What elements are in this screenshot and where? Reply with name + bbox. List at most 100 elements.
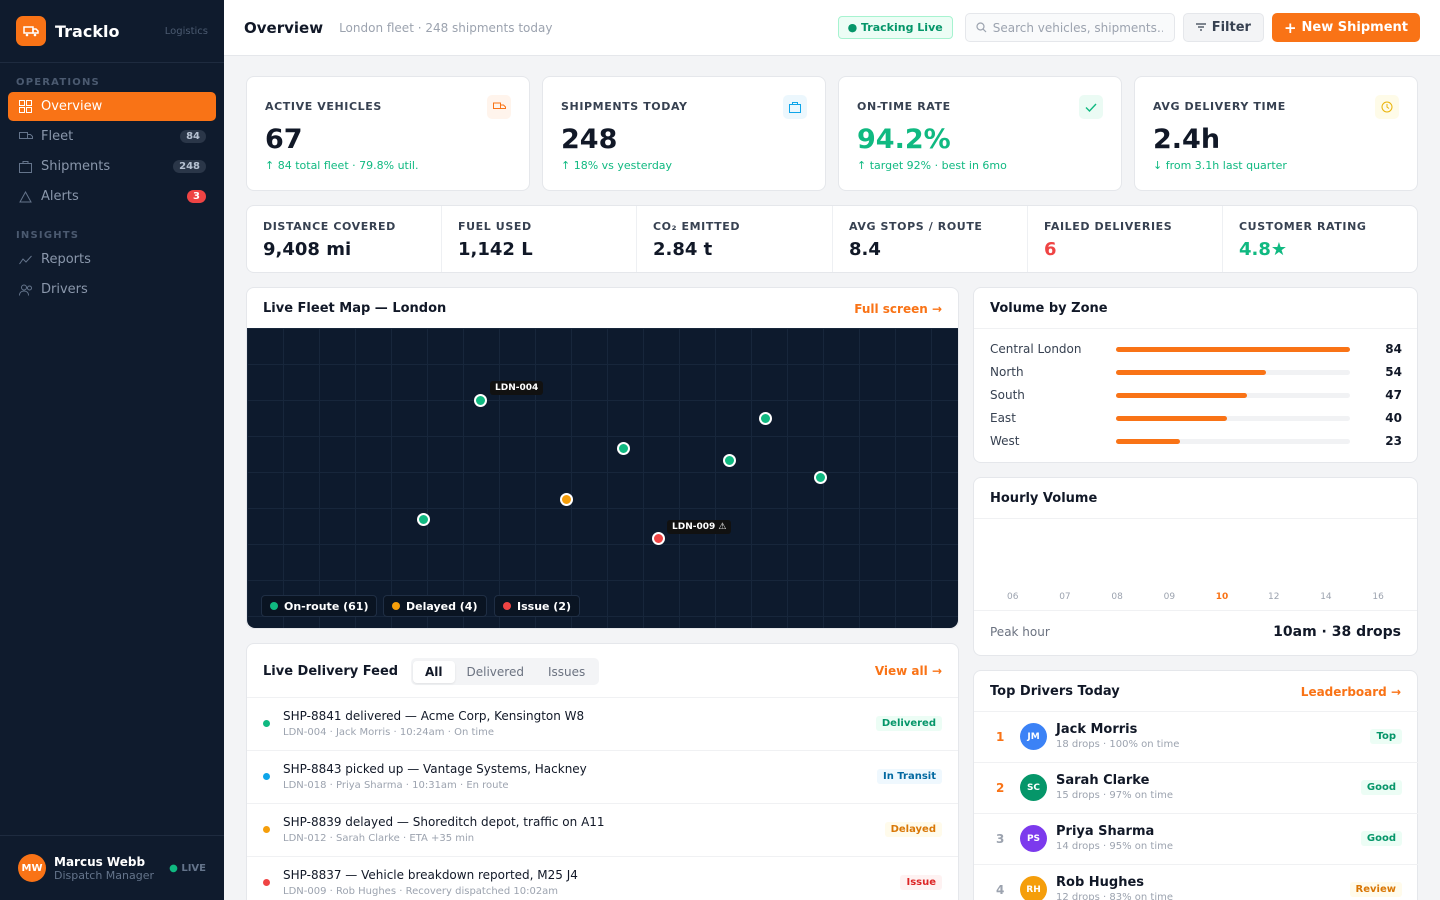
view-all-link[interactable]: View all →	[874, 664, 942, 678]
topbar: Overview London fleet · 248 shipments to…	[224, 0, 1440, 56]
zone-bar-fill	[1116, 369, 1267, 375]
feed-meta: LDN-012 · Sarah Clarke · ETA +35 min	[283, 833, 475, 844]
list-item[interactable]: SHP-8841 delivered — Acme Corp, Kensingt…	[247, 697, 958, 750]
zone-bar-track	[1116, 392, 1350, 398]
vehicle-marker[interactable]	[814, 471, 827, 484]
truck-icon	[18, 129, 33, 144]
sidebar: Tracklo Logistics OPERATIONS Overview Fl…	[0, 0, 224, 900]
vehicle-marker[interactable]	[759, 412, 772, 425]
zone-name: Central London	[990, 342, 1082, 356]
feed-meta: LDN-004 · Jack Morris · 10:24am · On tim…	[283, 727, 495, 738]
zone-value: 54	[1385, 365, 1402, 379]
vehicle-marker[interactable]	[417, 513, 430, 526]
search-input[interactable]	[992, 20, 1163, 35]
sidebar-item-alerts[interactable]: Alerts 3	[8, 182, 216, 211]
driver-rank: 4	[996, 883, 1005, 897]
kpi-value: 67	[265, 124, 303, 155]
status-dot-icon	[263, 720, 270, 727]
driver-row[interactable]: 3 PS Priya Sharma 14 drops · 95% on time Goo…	[974, 813, 1418, 864]
filter-button[interactable]: Filter	[1182, 13, 1264, 42]
hour-tick-label: 08	[1111, 592, 1123, 602]
vehicle-marker[interactable]	[617, 442, 630, 455]
shipments-count-badge: 248	[173, 160, 206, 173]
sidebar-item-overview[interactable]: Overview	[8, 92, 216, 121]
sidebar-item-label: Reports	[41, 252, 91, 267]
brand: Tracklo Logistics	[0, 0, 224, 63]
driver-row[interactable]: 4 RH Rob Hughes 12 drops · 83% on time Revie…	[974, 864, 1418, 900]
list-item[interactable]: SHP-8837 — Vehicle breakdown reported, M…	[247, 856, 958, 900]
vehicle-marker[interactable]	[560, 493, 573, 506]
hour-tick-label: 12	[1268, 592, 1280, 602]
feed-meta: LDN-009 · Rob Hughes · Recovery dispatch…	[283, 886, 559, 897]
search-box[interactable]	[964, 13, 1175, 42]
driver-meta: 14 drops · 95% on time	[1056, 841, 1173, 852]
zone-row: West 23	[990, 432, 1402, 450]
vehicle-label: LDN-009 ⚠	[667, 520, 732, 534]
user-profile[interactable]: MW Marcus Webb Dispatch Manager ● LIVE	[0, 835, 224, 900]
zone-name: West	[990, 434, 1020, 448]
kpi-label: ON-TIME RATE	[857, 100, 951, 113]
kpi-card-on-time-rate: ON-TIME RATE 94.2% ↑ target 92% · best i…	[838, 76, 1122, 191]
stat-label: AVG STOPS / ROUTE	[849, 220, 983, 233]
tab-issues[interactable]: Issues	[547, 664, 586, 679]
vehicle-marker[interactable]	[723, 454, 736, 467]
user-role: Dispatch Manager	[54, 868, 155, 882]
fleet-map[interactable]: LDN-004 LDN-009 ⚠ On-route (61) Delayed …	[247, 328, 958, 628]
hour-tick-label: 10	[1215, 592, 1229, 602]
zone-row: North 54	[990, 363, 1402, 381]
vehicle-marker[interactable]	[652, 532, 665, 545]
sidebar-item-shipments[interactable]: Shipments 248	[8, 152, 216, 181]
stat-value: 2.84 t	[653, 239, 713, 260]
avatar: RH	[1020, 876, 1047, 900]
zone-bar-fill	[1116, 392, 1247, 398]
new-shipment-button[interactable]: + New Shipment	[1271, 13, 1420, 42]
leaderboard-link[interactable]: Leaderboard →	[1300, 685, 1401, 699]
live-status-label: LIVE	[181, 862, 206, 874]
driver-rank: 1	[996, 730, 1005, 744]
vehicle-marker[interactable]	[474, 394, 487, 407]
avatar: JM	[1020, 723, 1047, 750]
users-icon	[18, 282, 33, 297]
page-subtitle: London fleet · 248 shipments today	[339, 20, 553, 35]
full-screen-link[interactable]: Full screen →	[854, 302, 942, 316]
status-badge: Delayed	[884, 822, 942, 837]
kpi-card-active-vehicles: ACTIVE VEHICLES 67 ↑ 84 total fleet · 79…	[246, 76, 530, 191]
sidebar-item-label: Drivers	[41, 282, 88, 297]
nav-section-operations: OPERATIONS	[16, 77, 100, 88]
legend-label: On-route (61)	[284, 599, 369, 613]
legend-delayed: Delayed (4)	[383, 595, 487, 617]
status-badge: Top	[1370, 729, 1402, 744]
tracking-status-badge: ● Tracking Live	[837, 16, 953, 39]
list-item[interactable]: SHP-8843 picked up — Vantage Systems, Ha…	[247, 750, 958, 803]
legend-label: Delayed (4)	[406, 599, 478, 613]
driver-row[interactable]: 1 JM Jack Morris 18 drops · 100% on time Top	[974, 711, 1418, 762]
kpi-card-avg-delivery-time: AVG DELIVERY TIME 2.4h ↓ from 3.1h last …	[1134, 76, 1418, 191]
fleet-map-card: Live Fleet Map — London Full screen → LD…	[246, 287, 959, 629]
driver-row[interactable]: 2 SC Sarah Clarke 15 drops · 97% on time Goo…	[974, 762, 1418, 813]
driver-rank: 3	[996, 832, 1005, 846]
zone-value: 84	[1385, 342, 1402, 356]
list-item[interactable]: SHP-8839 delayed — Shoreditch depot, tra…	[247, 803, 958, 856]
status-dot-icon	[263, 773, 270, 780]
sidebar-item-label: Shipments	[41, 159, 111, 174]
sidebar-item-fleet[interactable]: Fleet 84	[8, 122, 216, 151]
card-title: Hourly Volume	[990, 491, 1098, 506]
search-icon	[976, 18, 987, 37]
zone-value: 23	[1385, 434, 1402, 448]
avatar: SC	[1020, 774, 1047, 801]
legend-label: Issue (2)	[517, 599, 572, 613]
driver-meta: 15 drops · 97% on time	[1056, 790, 1173, 801]
delivery-feed-card: Live Delivery Feed All Delivered Issues …	[246, 643, 959, 900]
sidebar-item-reports[interactable]: Reports	[8, 245, 216, 274]
tab-delivered[interactable]: Delivered	[466, 664, 524, 679]
tab-all[interactable]: All	[413, 660, 455, 683]
kpi-sub: ↑ target 92% · best in 6mo	[857, 159, 1007, 172]
sidebar-item-drivers[interactable]: Drivers	[8, 275, 216, 304]
peak-hour-value: 10am · 38 drops	[1273, 624, 1401, 640]
warning-icon	[18, 189, 33, 204]
vehicle-label: LDN-004	[490, 381, 544, 395]
driver-name: Jack Morris	[1056, 722, 1138, 737]
avatar: PS	[1020, 825, 1047, 852]
feed-title: SHP-8841 delivered — Acme Corp, Kensingt…	[283, 709, 585, 723]
stat-value: 6	[1044, 239, 1057, 260]
